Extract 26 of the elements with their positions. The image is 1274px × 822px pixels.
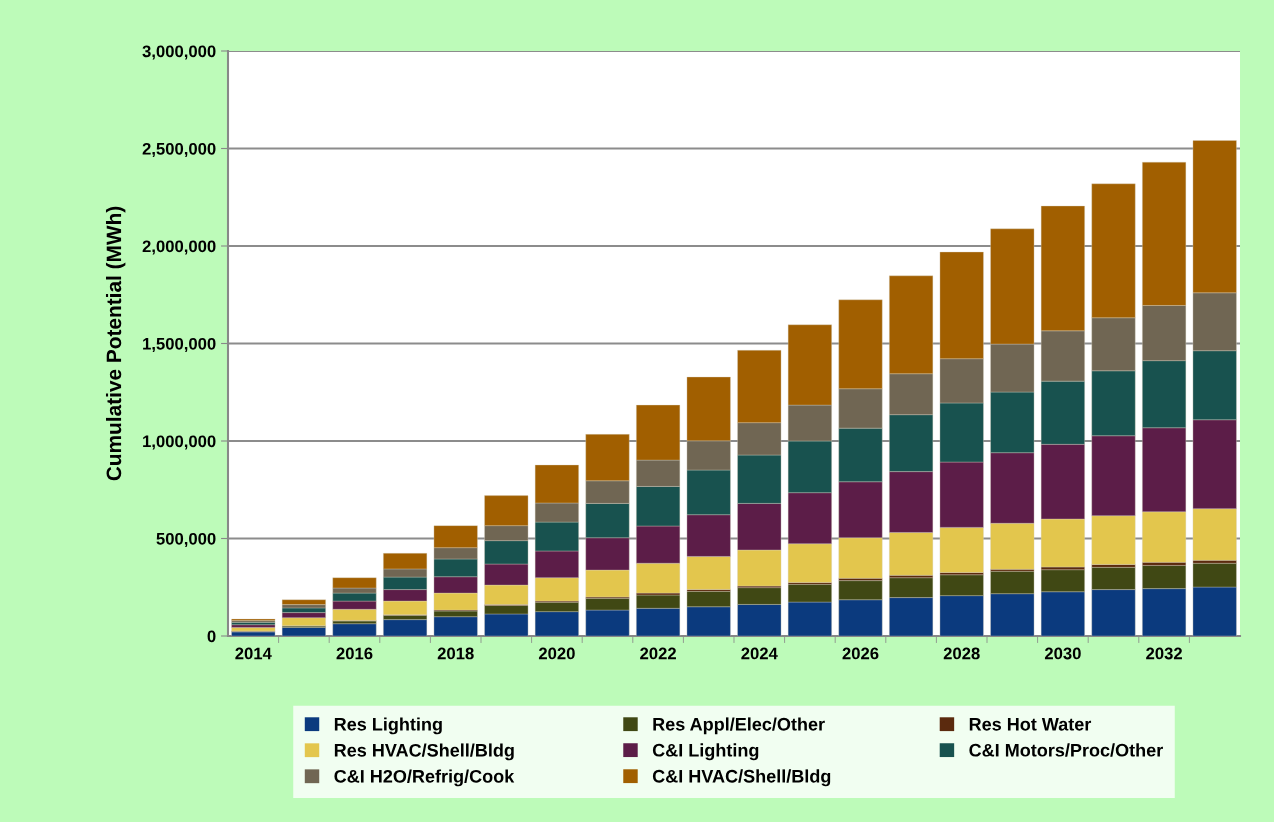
y-tick-label: 2,000,000 xyxy=(142,240,216,255)
x-tick-label: 2028 xyxy=(943,647,980,660)
legend-label: C&I H2O/Refrig/Cook xyxy=(334,769,515,787)
x-tick-label: 2016 xyxy=(336,647,373,660)
legend-label: Res HVAC/Shell/Bldg xyxy=(334,743,514,761)
x-tick-label: 2026 xyxy=(842,647,879,660)
y-tick-label: 1,500,000 xyxy=(143,337,216,353)
y-tick-label: 500,000 xyxy=(156,532,216,548)
x-tick-label: 2018 xyxy=(437,647,474,660)
y-tick-label: 3,000,000 xyxy=(142,45,216,60)
y-tick-label: 0 xyxy=(207,630,216,643)
legend-label: C&I Lighting xyxy=(652,743,759,761)
x-tick-label: 2022 xyxy=(640,647,676,660)
y-tick-label: 1,000,000 xyxy=(143,435,216,450)
y-tick-label: 2,500,000 xyxy=(142,142,216,158)
legend-label: Res Lighting xyxy=(334,717,442,735)
x-tick-label: 2014 xyxy=(235,647,272,660)
legend-label: C&I Motors/Proc/Other xyxy=(969,743,1163,757)
x-tick-label: 2020 xyxy=(538,647,575,660)
x-tick-label: 2024 xyxy=(741,647,778,660)
x-tick-label: 2030 xyxy=(1044,647,1081,660)
legend-label: C&I HVAC/Shell/Bldg xyxy=(652,769,831,787)
x-tick-label: 2032 xyxy=(1146,647,1182,660)
y-axis-title: Cumulative Potential (MWh) xyxy=(105,206,126,481)
legend-label: Res Appl/Elec/Other xyxy=(653,717,825,735)
legend-label: Res Hot Water xyxy=(969,718,1092,731)
